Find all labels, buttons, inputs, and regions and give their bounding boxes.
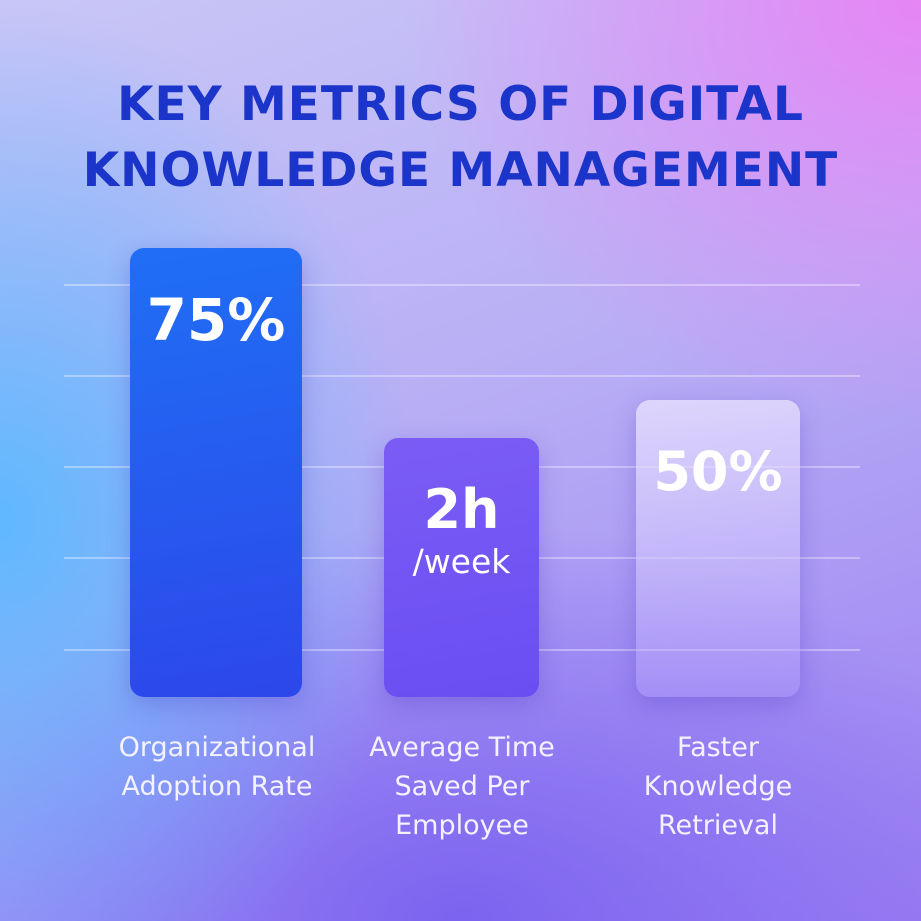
- bar: 2h /week: [384, 438, 539, 697]
- metric-label: Faster Knowledge Retrieval: [643, 732, 793, 841]
- bar: 50%: [636, 400, 800, 697]
- title: KEY METRICS OF DIGITAL KNOWLEDGE MANAGEM…: [82, 77, 839, 198]
- grid-line: [64, 375, 860, 377]
- metric-unit: /week: [412, 542, 511, 581]
- metric-label: Average Time Saved Per Employee: [369, 732, 555, 841]
- metric-value: 75%: [146, 286, 286, 354]
- grid-line: [64, 284, 860, 286]
- metric-label: Organizational Adoption Rate: [118, 732, 316, 802]
- metric-value: 2h: [423, 478, 500, 541]
- metric-value: 50%: [653, 440, 783, 503]
- bar: 75%: [130, 248, 302, 697]
